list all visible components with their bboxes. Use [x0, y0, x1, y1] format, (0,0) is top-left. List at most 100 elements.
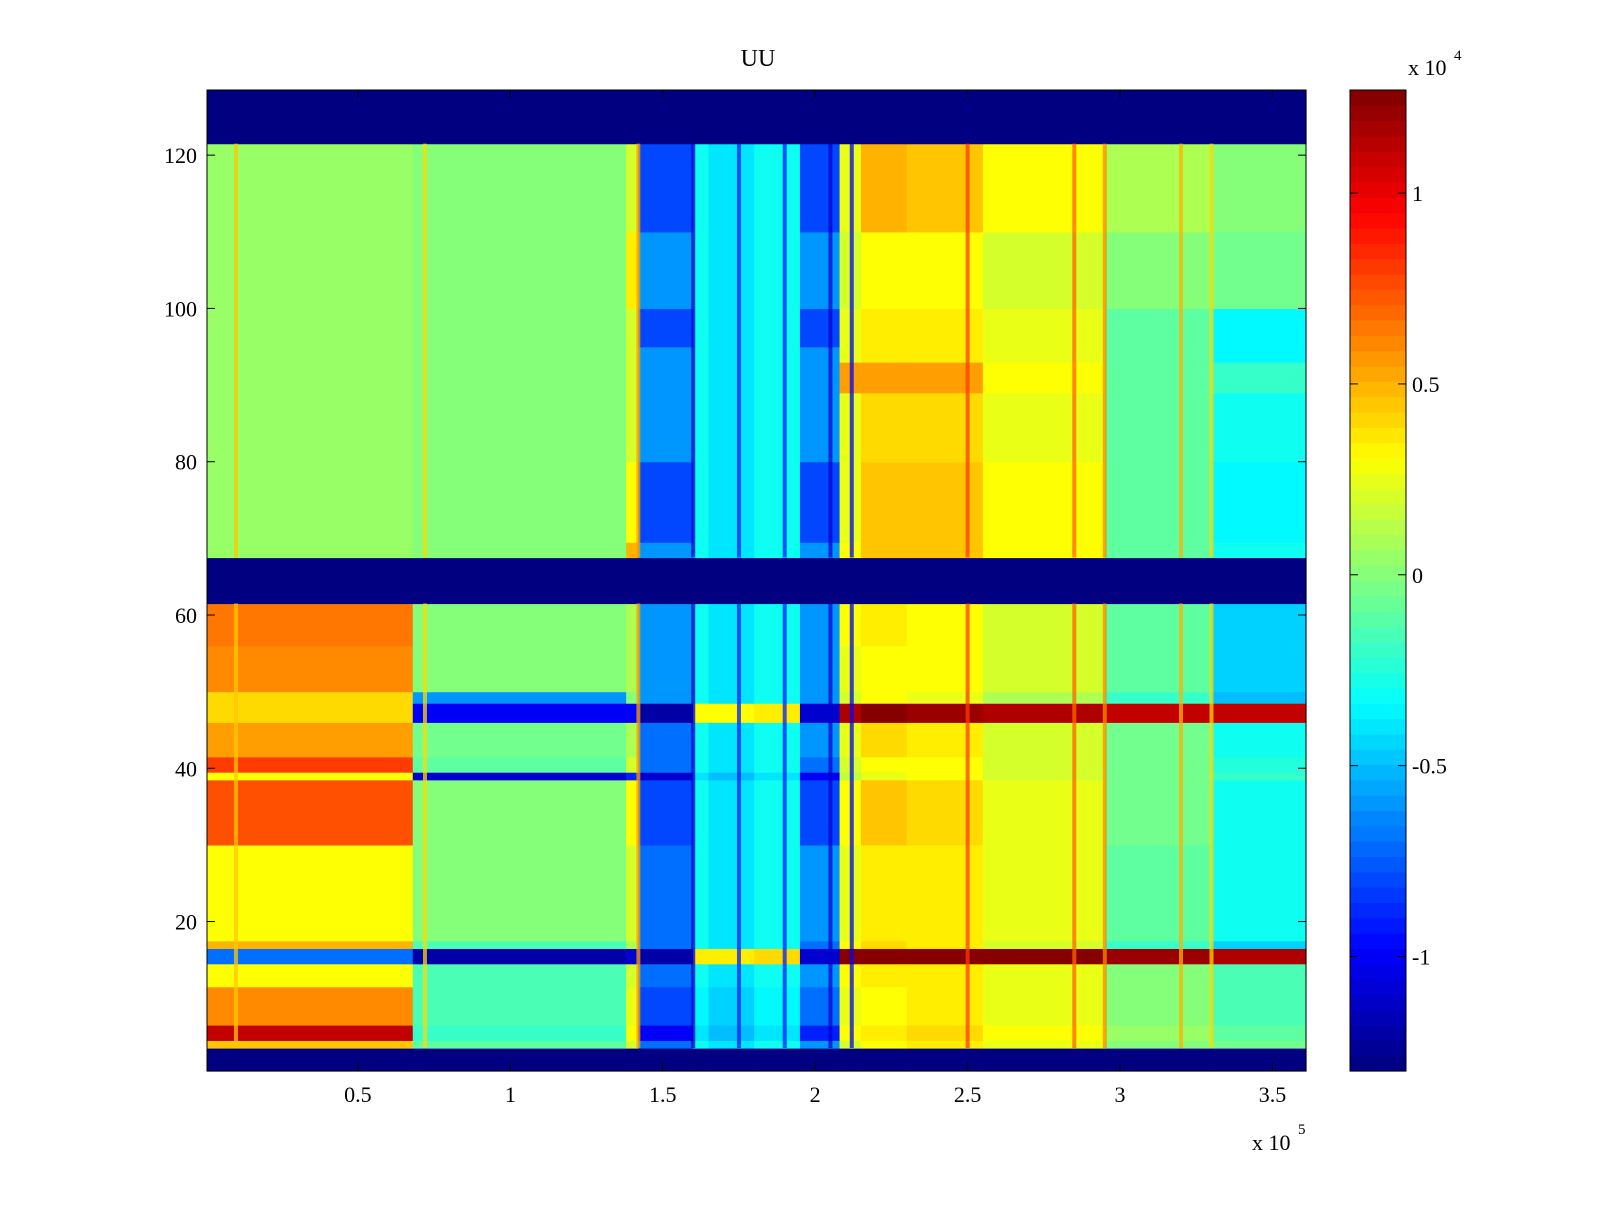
heatmap-cell [638, 1048, 694, 1072]
heatmap-cell [1104, 779, 1213, 846]
heatmap-cell [799, 143, 841, 233]
heatmap-cell [638, 557, 694, 605]
heatmap-cell [708, 986, 755, 1026]
colorbar-segment [1350, 933, 1406, 949]
heatmap-cell [906, 90, 984, 145]
colorbar-segment [1350, 580, 1406, 597]
heatmap-cell [860, 703, 908, 723]
heatmap-cell [906, 392, 984, 463]
colorbar-segment [1350, 519, 1406, 536]
heatmap-cell [860, 90, 908, 145]
heatmap-cell [1211, 844, 1307, 942]
heatmap-cell [693, 90, 710, 145]
colorbar-segment [1350, 442, 1406, 459]
colorbar-segment [1350, 779, 1406, 796]
heatmap-cell [860, 948, 908, 965]
heatmap-cell [418, 691, 627, 704]
colorbar-segment [1350, 749, 1406, 766]
heatmap-cell [754, 645, 801, 693]
colorbar-segment [1350, 565, 1406, 582]
heatmap-cell [906, 362, 984, 394]
heatmap-streak [965, 143, 970, 558]
heatmap-cell [754, 703, 801, 723]
heatmap-cell [1211, 691, 1307, 704]
heatmap-cell [638, 963, 694, 988]
heatmap-cell [1104, 1025, 1213, 1041]
heatmap-cell [207, 557, 414, 605]
colorbar-segment [1350, 917, 1406, 934]
heatmap-cell [906, 772, 984, 781]
colorbar-segment [1350, 503, 1406, 520]
heatmap-streak [828, 603, 833, 1049]
colorbar-segment [1350, 641, 1406, 658]
heatmap-cell [708, 779, 755, 846]
heatmap-cell [860, 779, 908, 846]
heatmap-cell [754, 1048, 801, 1072]
heatmap-cell [754, 346, 801, 363]
heatmap-cell [418, 772, 627, 781]
colorbar-segment [1350, 841, 1406, 858]
colorbar-segment [1350, 534, 1406, 551]
heatmap-cell [708, 756, 755, 773]
heatmap-cell [626, 703, 639, 723]
heatmap-cell [207, 231, 414, 310]
heatmap-cell [638, 542, 694, 559]
heatmap-cell [638, 986, 694, 1026]
heatmap-cell [906, 963, 984, 988]
heatmap-cell [638, 1025, 694, 1041]
heatmap-cell [693, 362, 710, 394]
heatmap-cell [906, 308, 984, 348]
colorbar-tick-label: 0 [1412, 563, 1423, 588]
heatmap-cell [1211, 963, 1307, 988]
heatmap-cell [638, 346, 694, 363]
heatmap-cell [754, 722, 801, 758]
heatmap-cell [1104, 392, 1213, 463]
colorbar-segment [1350, 1009, 1406, 1026]
heatmap-cell [799, 722, 841, 758]
heatmap-cell [982, 603, 1106, 647]
colorbar-segment [1350, 687, 1406, 704]
heatmap-cell [799, 461, 841, 543]
heatmap-cell [906, 1048, 984, 1072]
heatmap-streak [782, 143, 787, 558]
heatmap-cell [207, 362, 414, 394]
heatmap-cell [799, 603, 841, 647]
heatmap-cell [1104, 542, 1213, 559]
heatmap-cell [860, 844, 908, 942]
heatmap-cell [1211, 703, 1307, 723]
heatmap-cell [418, 703, 627, 723]
heatmap-cell [418, 948, 627, 965]
x-tick-label: 3 [1115, 1082, 1126, 1107]
heatmap-cell [418, 1048, 627, 1072]
heatmap-streak [691, 603, 696, 1049]
heatmap-cell [906, 231, 984, 310]
heatmap-cell [638, 722, 694, 758]
heatmap-cell [799, 691, 841, 704]
heatmap-cell [207, 948, 414, 965]
heatmap-cell [638, 362, 694, 394]
heatmap-cell [860, 542, 908, 559]
heatmap-cell [708, 948, 755, 965]
heatmap-cell [1104, 691, 1213, 704]
heatmap-cell [412, 948, 420, 965]
heatmap-cell [418, 90, 627, 145]
x-tick-label: 0.5 [344, 1082, 372, 1107]
heatmap-cell [754, 557, 801, 605]
y-tick-label: 40 [175, 756, 197, 781]
heatmap-streak [636, 603, 641, 1049]
colorbar-segment [1350, 810, 1406, 827]
heatmap-cell [418, 986, 627, 1026]
heatmap-cell [982, 308, 1106, 348]
x-axis: 0.5 1 1.5 2 2.5 3 3.5 [344, 90, 1286, 1107]
heatmap-cell [860, 645, 908, 693]
heatmap-cell [708, 940, 755, 949]
heatmap-cell [1211, 542, 1307, 559]
heatmap-cell [1104, 231, 1213, 310]
heatmap-cell [839, 1048, 862, 1072]
heatmap-cell [412, 143, 420, 233]
colorbar-segment [1350, 473, 1406, 490]
heatmap-cell [626, 346, 639, 363]
heatmap-cell [626, 362, 639, 394]
heatmap-cell [1211, 779, 1307, 846]
